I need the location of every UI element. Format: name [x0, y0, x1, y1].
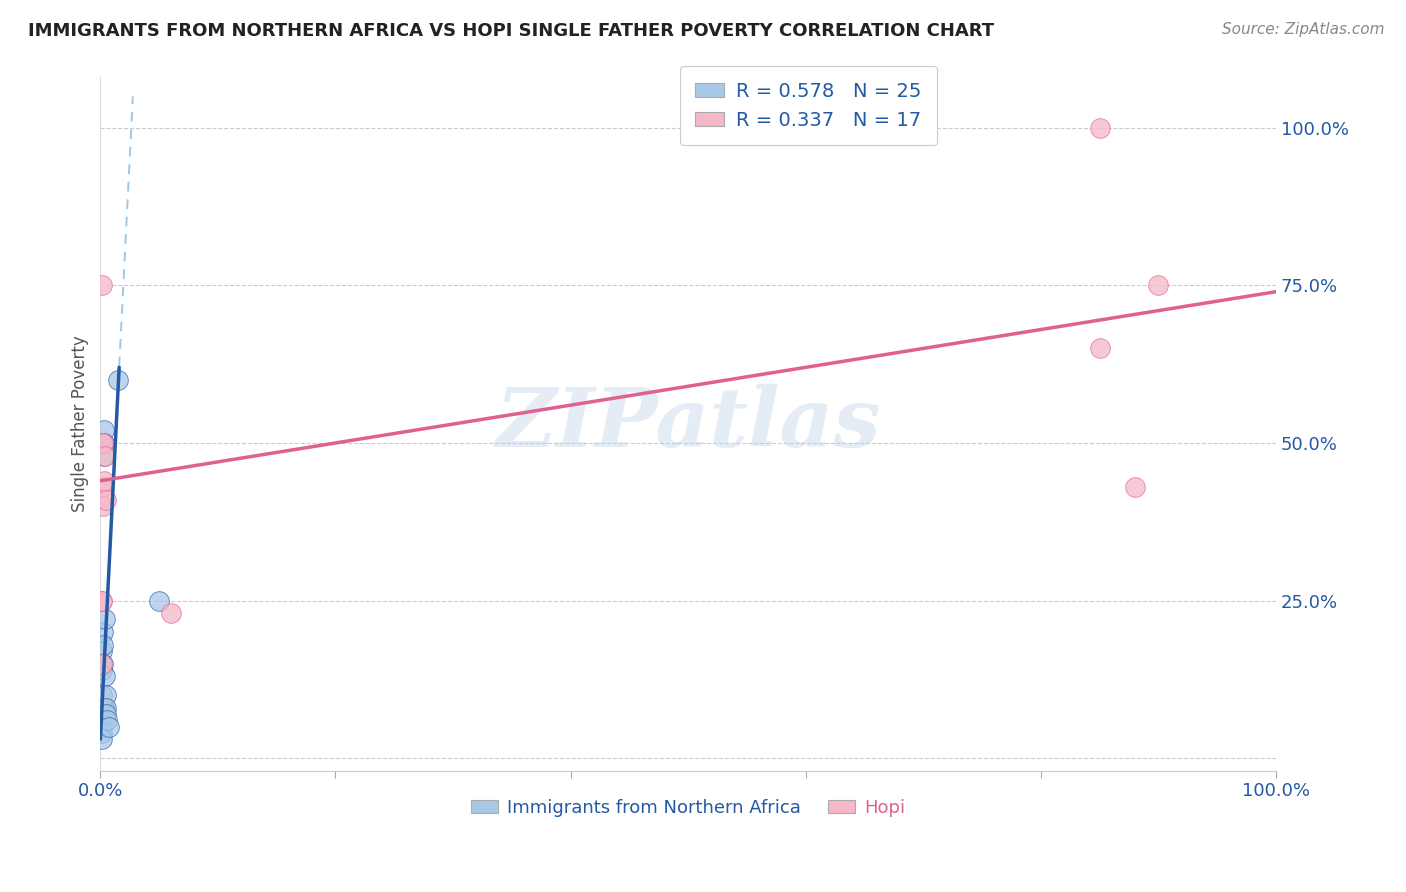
Point: [91, 480, 114, 494]
Point: [97, 720, 120, 734]
Point: [90, 726, 112, 740]
Point: [160, 606, 183, 620]
Point: [1088, 342, 1111, 356]
Point: [107, 373, 129, 387]
Text: ZIPatlas: ZIPatlas: [495, 384, 882, 464]
Point: [90, 700, 112, 714]
Point: [90, 720, 112, 734]
Point: [90, 657, 112, 671]
Point: [91, 499, 114, 513]
Point: [93, 436, 115, 450]
Point: [90, 732, 112, 747]
Legend: Immigrants from Northern Africa, Hopi: Immigrants from Northern Africa, Hopi: [464, 791, 912, 824]
Point: [94, 449, 117, 463]
Point: [93, 423, 115, 437]
Y-axis label: Single Father Poverty: Single Father Poverty: [72, 335, 89, 512]
Point: [90, 713, 112, 727]
Point: [90, 663, 112, 677]
Point: [90, 278, 112, 293]
Point: [93, 474, 115, 488]
Point: [96, 688, 118, 702]
Point: [94, 669, 117, 683]
Text: Source: ZipAtlas.com: Source: ZipAtlas.com: [1222, 22, 1385, 37]
Point: [93, 449, 115, 463]
Point: [1123, 480, 1146, 494]
Point: [96, 706, 118, 721]
Point: [96, 492, 118, 507]
Point: [91, 700, 114, 714]
Point: [90, 593, 112, 607]
Text: IMMIGRANTS FROM NORTHERN AFRICA VS HOPI SINGLE FATHER POVERTY CORRELATION CHART: IMMIGRANTS FROM NORTHERN AFRICA VS HOPI …: [28, 22, 994, 40]
Point: [90, 688, 112, 702]
Point: [90, 644, 112, 658]
Point: [90, 593, 112, 607]
Point: [90, 436, 112, 450]
Point: [94, 612, 117, 626]
Point: [91, 625, 114, 640]
Point: [148, 593, 170, 607]
Point: [96, 713, 118, 727]
Point: [1088, 120, 1111, 135]
Point: [93, 700, 115, 714]
Point: [91, 657, 114, 671]
Point: [1147, 278, 1170, 293]
Point: [91, 638, 114, 652]
Point: [96, 700, 118, 714]
Point: [91, 436, 114, 450]
